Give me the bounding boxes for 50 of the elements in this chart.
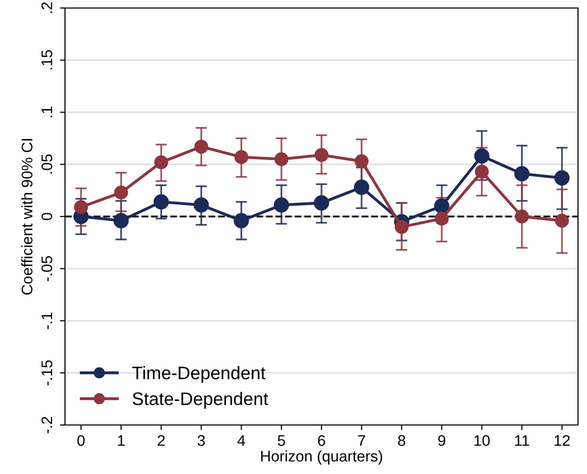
y-axis-title: Coefficient with 90% CI <box>21 139 32 295</box>
point <box>194 140 208 154</box>
x-tick-label: 11 <box>515 435 530 446</box>
legend-label: State-Dependent <box>132 392 268 409</box>
point <box>274 197 290 213</box>
y-tick-label: .15 <box>42 50 52 70</box>
x-tick-label: 3 <box>198 435 205 446</box>
x-tick-label: 5 <box>278 435 286 446</box>
point <box>74 200 88 214</box>
point <box>514 210 529 224</box>
point <box>394 220 409 234</box>
point <box>113 213 129 228</box>
point <box>234 213 249 228</box>
x-tick-label: 6 <box>318 435 326 446</box>
point <box>514 166 530 182</box>
x-tick-label: 10 <box>474 435 490 446</box>
y-tick-label: -.2 <box>41 416 52 434</box>
point <box>474 164 489 179</box>
x-axis-title: Horizon (quarters) <box>261 450 382 465</box>
y-tick-label: -.1 <box>42 312 52 329</box>
legend-label: Time-Dependent <box>132 366 266 383</box>
point <box>274 152 288 166</box>
point <box>314 148 328 162</box>
x-tick-label: 12 <box>554 435 570 446</box>
y-tick-label: 0 <box>41 212 52 220</box>
point <box>434 212 449 226</box>
point <box>194 197 209 213</box>
point <box>154 155 168 170</box>
point <box>354 154 369 168</box>
y-tick-label: .2 <box>41 2 52 13</box>
point <box>434 198 450 214</box>
x-tick-label: 2 <box>158 435 165 446</box>
x-tick-label: 7 <box>358 435 366 446</box>
y-tick-label: .1 <box>42 106 52 118</box>
point <box>554 170 570 186</box>
x-tick-label: 4 <box>237 435 246 446</box>
y-tick-label: .05 <box>41 154 52 174</box>
point <box>154 194 169 210</box>
x-tick-label: 9 <box>438 435 446 446</box>
point <box>314 195 330 211</box>
point <box>114 186 128 200</box>
point <box>555 214 569 228</box>
x-tick-label: 0 <box>77 435 85 446</box>
point <box>474 148 490 164</box>
point <box>354 180 370 195</box>
x-tick-label: 8 <box>398 435 406 446</box>
y-tick-label: -.05 <box>41 256 52 282</box>
y-tick-label: -.15 <box>42 360 52 386</box>
point <box>234 150 248 164</box>
x-tick-label: 1 <box>118 435 125 446</box>
